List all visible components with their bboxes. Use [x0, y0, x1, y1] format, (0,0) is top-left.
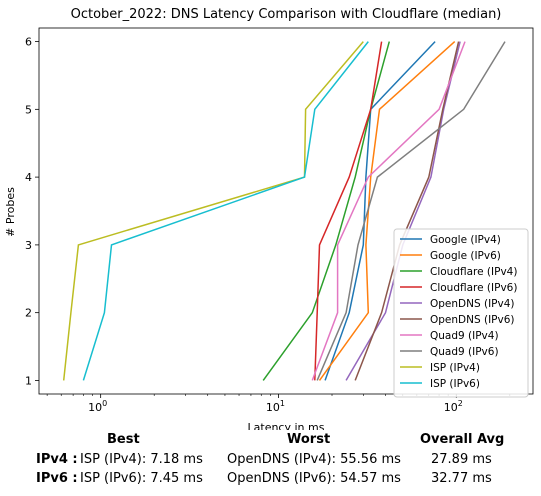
y-tick-label: 5 [25, 103, 32, 116]
series-line-0 [324, 41, 436, 381]
series-line-5 [354, 41, 460, 381]
legend-entry-label: Quad9 (IPv6) [430, 346, 499, 358]
latency-chart: October_2022: DNS Latency Comparison wit… [4, 7, 534, 430]
summary-row-ipv4-best: ISP (IPv4): 7.18 ms [80, 452, 203, 467]
plot-frame [38, 27, 534, 395]
legend-entry-label: ISP (IPv6) [430, 378, 480, 390]
legend-entry-label: Cloudflare (IPv4) [430, 266, 517, 278]
y-tick-label: 6 [25, 36, 32, 49]
y-tick-label: 1 [25, 374, 32, 387]
x-axis-label: Latency in ms [248, 421, 325, 430]
legend-entry-label: OpenDNS (IPv4) [430, 298, 515, 310]
series-line-4 [345, 41, 461, 381]
legend-box [393, 228, 529, 398]
summary-header-best: Best [107, 432, 140, 447]
y-tick-label: 3 [25, 239, 32, 252]
series-line-6 [311, 41, 466, 381]
y-axis-label: # Probes [4, 187, 17, 237]
y-tick-label: 4 [25, 171, 32, 184]
x-tick-label: 101 [266, 399, 285, 414]
summary-row-ipv6-avg: 32.77 ms [431, 471, 492, 486]
summary-header-avg: Overall Avg [420, 432, 505, 447]
series-line-7 [316, 41, 506, 381]
plot-lines [62, 41, 506, 381]
summary-header-worst: Worst [287, 432, 331, 447]
summary-row-ipv4-label: IPv4 : [36, 452, 78, 467]
series-line-9 [82, 41, 369, 381]
x-tick-label: 100 [88, 399, 107, 414]
legend-entry-label: Cloudflare (IPv6) [430, 282, 517, 294]
summary-row-ipv4-worst: OpenDNS (IPv4): 55.56 ms [227, 452, 401, 467]
series-line-2 [262, 41, 391, 381]
summary-table: Best Worst Overall Avg IPv4 : ISP (IPv4)… [0, 428, 541, 496]
legend: Google (IPv4) Google (IPv6) Cloudflare (IP… [393, 228, 529, 398]
summary-row-ipv6-worst: OpenDNS (IPv6): 54.57 ms [227, 471, 401, 486]
chart-title: October_2022: DNS Latency Comparison wit… [71, 7, 502, 22]
legend-entry-label: Google (IPv6) [430, 250, 501, 262]
legend-entry-label: ISP (IPv4) [430, 362, 480, 374]
legend-entry-label: OpenDNS (IPv6) [430, 314, 515, 326]
legend-entry-label: Google (IPv4) [430, 234, 501, 246]
x-tick-label: 102 [444, 399, 463, 414]
series-line-8 [62, 41, 364, 381]
summary-row-ipv6-label: IPv6 : [36, 471, 78, 486]
axes: 1 2 3 4 5 6 100 101 102 [25, 27, 534, 414]
summary-row-ipv6-best: ISP (IPv6): 7.45 ms [80, 471, 203, 486]
series-line-3 [314, 41, 383, 381]
legend-entry-label: Quad9 (IPv4) [430, 330, 499, 342]
summary-row-ipv4-avg: 27.89 ms [431, 452, 492, 467]
y-tick-label: 2 [25, 307, 32, 320]
